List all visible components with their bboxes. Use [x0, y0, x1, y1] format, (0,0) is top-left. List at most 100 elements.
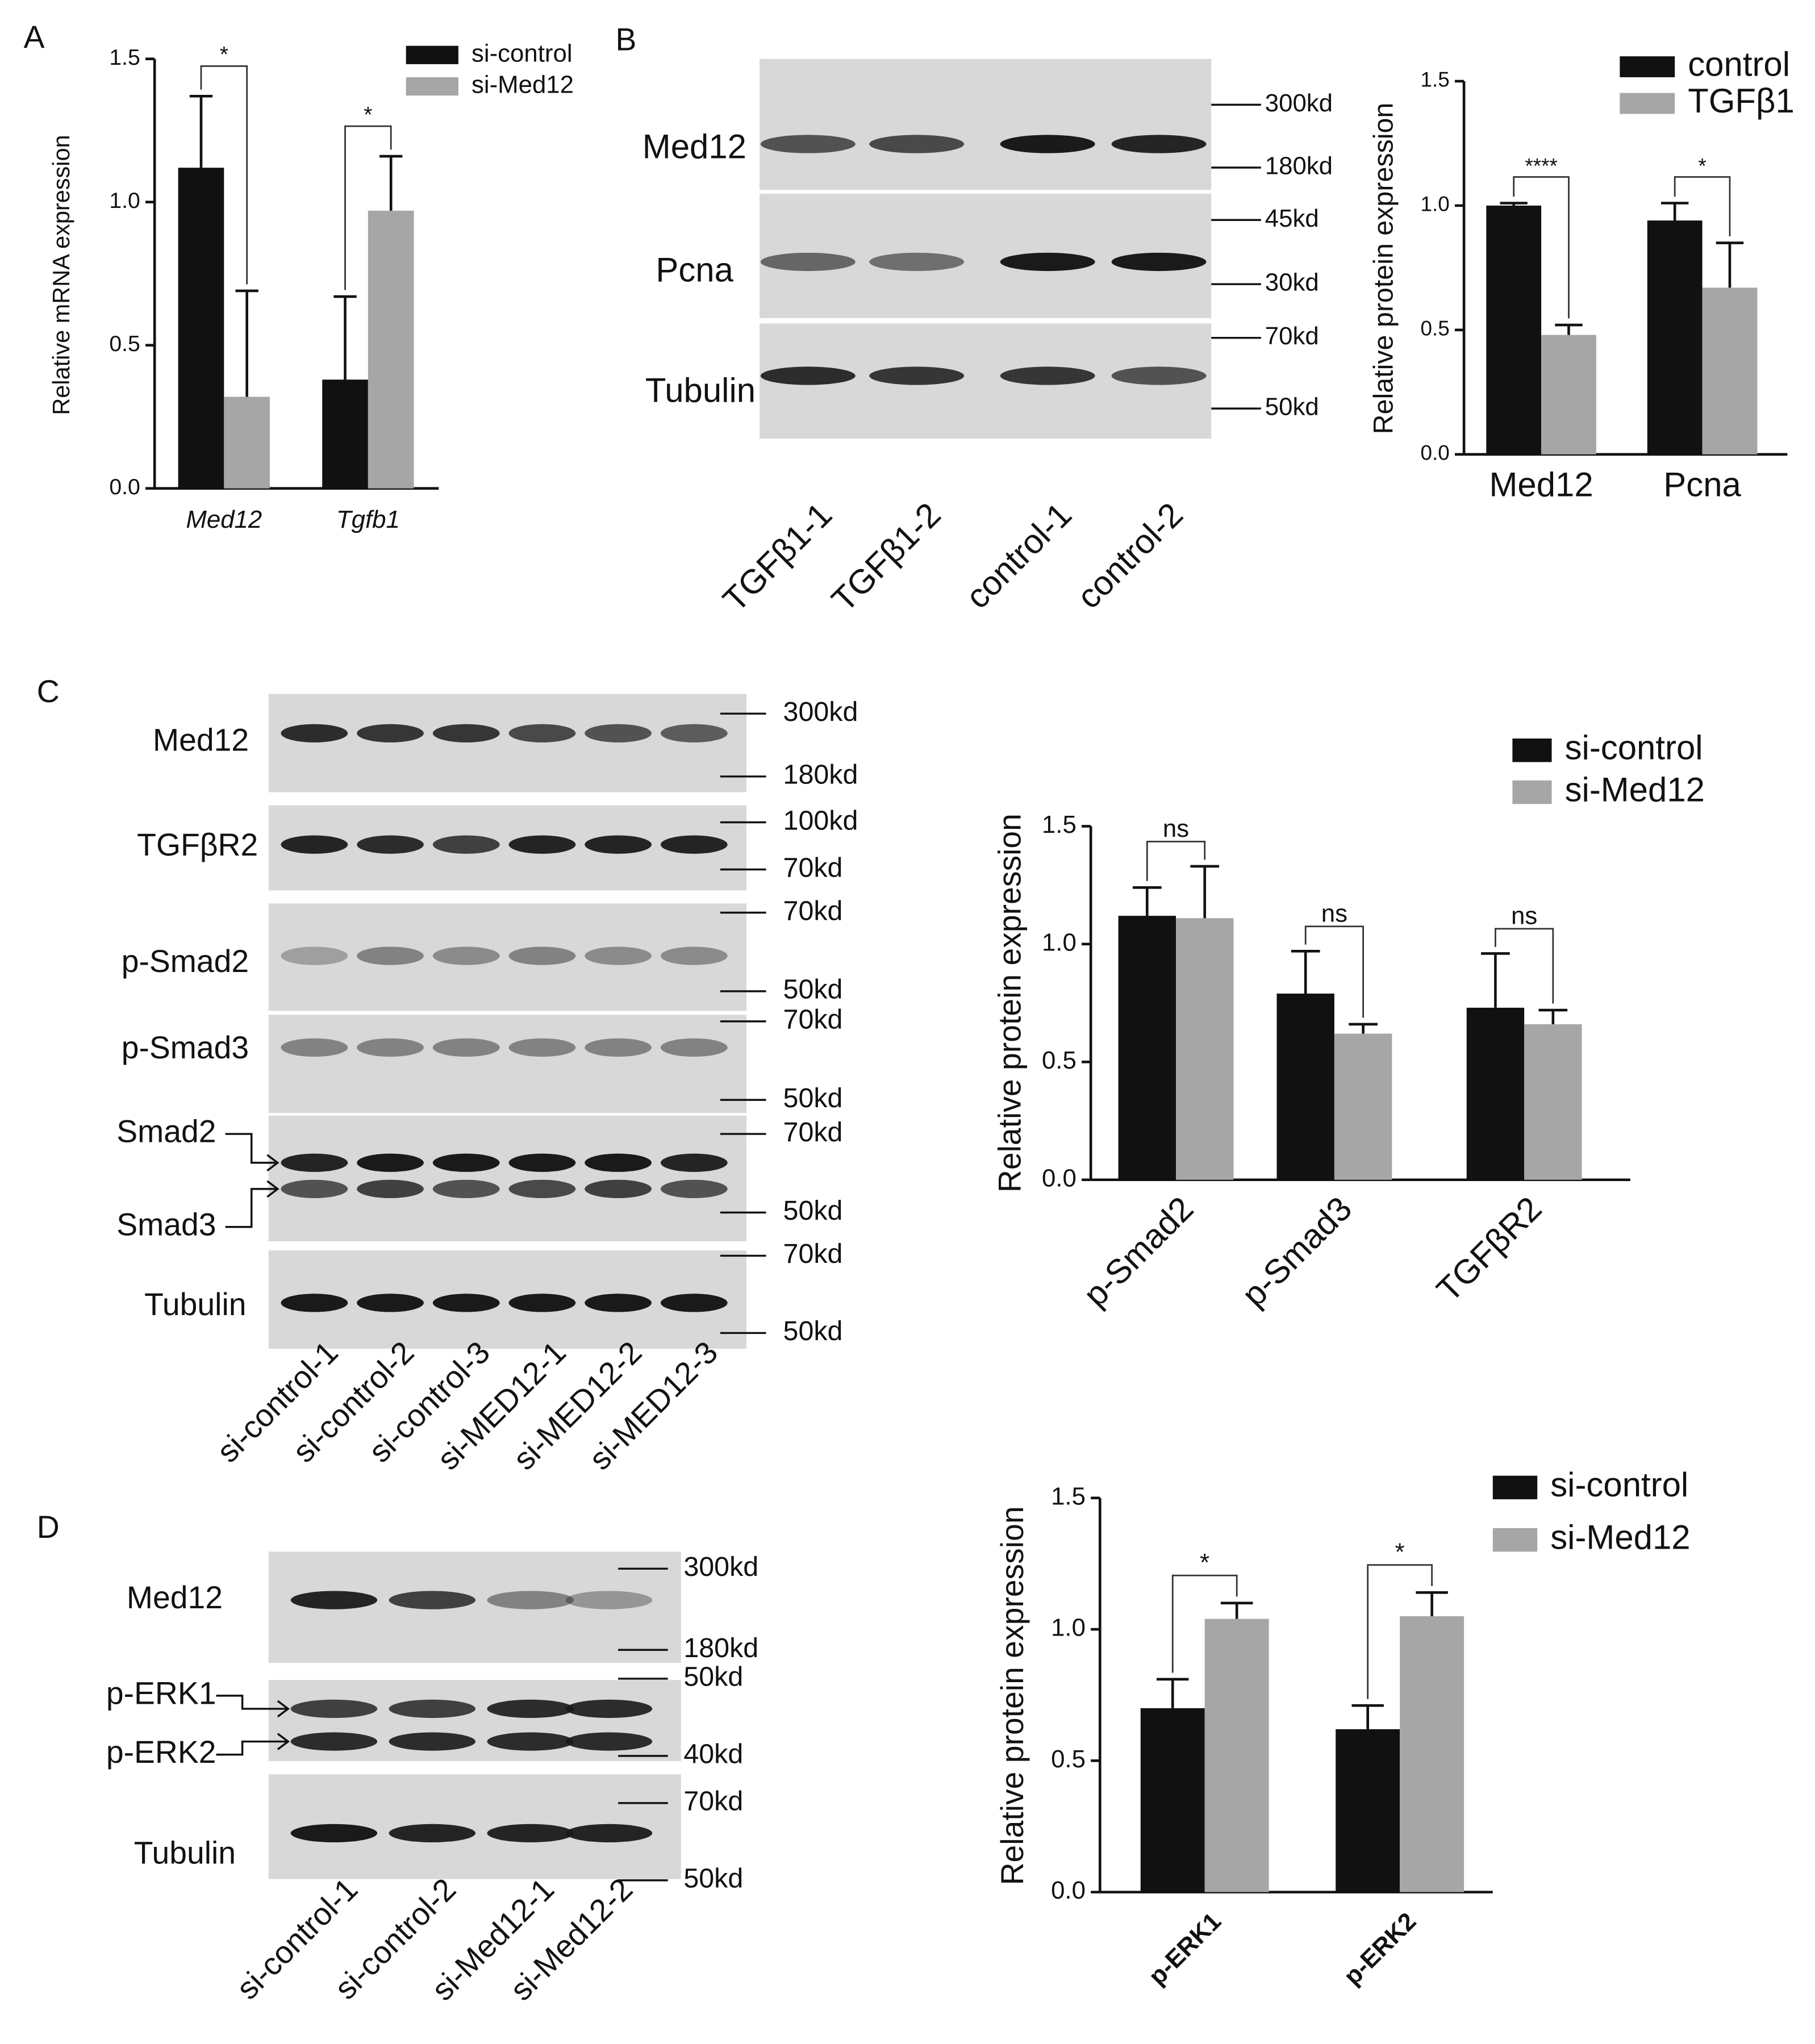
blot-band — [660, 1038, 728, 1057]
panel-label: A — [24, 19, 45, 55]
blot-band — [585, 835, 652, 854]
x-tick-label: Tgfb1 — [336, 506, 400, 533]
blot-band — [585, 946, 652, 965]
blot-band — [508, 1153, 576, 1172]
row-label: Med12 — [127, 1580, 223, 1615]
row-label: Med12 — [153, 723, 249, 758]
error-bar — [189, 94, 213, 168]
row-label: Med12 — [642, 128, 746, 166]
bar — [1176, 918, 1234, 1180]
blot-band — [487, 1732, 574, 1751]
legend-swatch — [406, 45, 458, 64]
blot-band — [389, 1732, 476, 1751]
blot-band — [1111, 135, 1207, 153]
significance-label: ns — [1511, 902, 1537, 930]
significance-label: * — [220, 43, 228, 67]
legend-label: si-control — [1550, 1466, 1688, 1504]
blot-band — [432, 1294, 500, 1312]
blot-strip — [760, 59, 1212, 190]
significance-bracket — [1146, 840, 1206, 881]
significance-label: * — [1698, 155, 1706, 178]
y-tick-label: 1.5 — [1420, 68, 1449, 91]
blot-band — [357, 1038, 424, 1057]
marker-label: 30kd — [1265, 269, 1319, 297]
blot-band — [432, 835, 500, 854]
significance-label: * — [1395, 1538, 1405, 1566]
blot-band — [508, 724, 576, 742]
error-bar — [1500, 202, 1528, 206]
row-label: p-ERK2 — [106, 1734, 216, 1770]
blot-band — [281, 1294, 348, 1312]
bar — [1400, 1616, 1464, 1892]
blot-band — [290, 1699, 378, 1718]
legend-swatch — [406, 77, 458, 96]
error-bar — [379, 155, 403, 211]
blot-band — [290, 1732, 378, 1751]
blot-band — [660, 835, 728, 854]
bar — [224, 397, 270, 489]
arrow — [225, 1180, 279, 1228]
bar — [1336, 1729, 1400, 1892]
blot-band — [290, 1591, 378, 1609]
marker-label: 180kd — [683, 1633, 758, 1663]
blot-band — [660, 1294, 728, 1312]
error-bar — [1157, 1678, 1189, 1708]
error-bar — [1220, 1601, 1253, 1619]
significance-bracket — [1304, 925, 1364, 1018]
blot-band — [1111, 252, 1207, 272]
blot-band — [487, 1824, 574, 1843]
legend-label: TGFβ1 — [1688, 82, 1795, 120]
bar — [1276, 993, 1334, 1180]
blot-band — [760, 366, 856, 385]
blot-band — [487, 1699, 574, 1718]
y-tick-label: 1.5 — [1051, 1482, 1086, 1510]
blot-strip — [268, 1015, 746, 1113]
error-bar — [1132, 886, 1162, 916]
blot-strip — [268, 903, 746, 1011]
blot-band — [432, 946, 500, 965]
legend-swatch — [1620, 93, 1675, 114]
blot-band — [1000, 366, 1095, 385]
y-tick-label: 1.0 — [109, 189, 140, 213]
blot-band — [357, 946, 424, 965]
error-bar — [1555, 323, 1583, 335]
y-axis-label: Relative mRNA expression — [48, 135, 74, 415]
marker-label: 70kd — [783, 1004, 843, 1035]
legend-swatch — [1512, 780, 1552, 804]
marker-label: 70kd — [683, 1786, 743, 1817]
significance-bracket — [1513, 176, 1570, 319]
y-tick-label: 0.5 — [1042, 1046, 1077, 1074]
significance-label: ns — [1321, 900, 1347, 928]
legend-swatch — [1512, 738, 1552, 762]
blot-band — [869, 252, 965, 272]
marker-label: 50kd — [783, 1195, 843, 1226]
blot-band — [432, 724, 500, 742]
legend-label: si-Med12 — [1565, 770, 1705, 808]
blot-band — [508, 1038, 576, 1057]
bar — [1334, 1033, 1392, 1180]
blot-band — [357, 1294, 424, 1312]
significance-label: **** — [1525, 155, 1557, 178]
marker-label: 45kd — [1265, 205, 1319, 232]
row-label: Pcna — [656, 251, 733, 289]
bar — [1140, 1708, 1205, 1892]
blot-band — [585, 1038, 652, 1057]
blot-band — [290, 1824, 378, 1843]
legend-label: si-Med12 — [472, 71, 574, 99]
y-tick-label: 0.0 — [1042, 1164, 1077, 1192]
blot-band — [281, 1038, 348, 1057]
blot-band — [281, 946, 348, 965]
marker-label: 70kd — [783, 1117, 843, 1148]
bar — [1647, 220, 1703, 454]
blot-band — [660, 1153, 728, 1172]
marker-label: 50kd — [683, 1863, 743, 1894]
row-label: Tubulin — [144, 1287, 246, 1322]
row-label: Smad2 — [116, 1114, 216, 1149]
blot-band — [565, 1824, 653, 1843]
lane-label: control-1 — [958, 495, 1079, 616]
legend-label: si-Med12 — [1550, 1518, 1690, 1556]
panel-label: D — [37, 1509, 60, 1545]
arrow — [216, 1695, 290, 1718]
x-tick-label: Pcna — [1663, 465, 1741, 503]
